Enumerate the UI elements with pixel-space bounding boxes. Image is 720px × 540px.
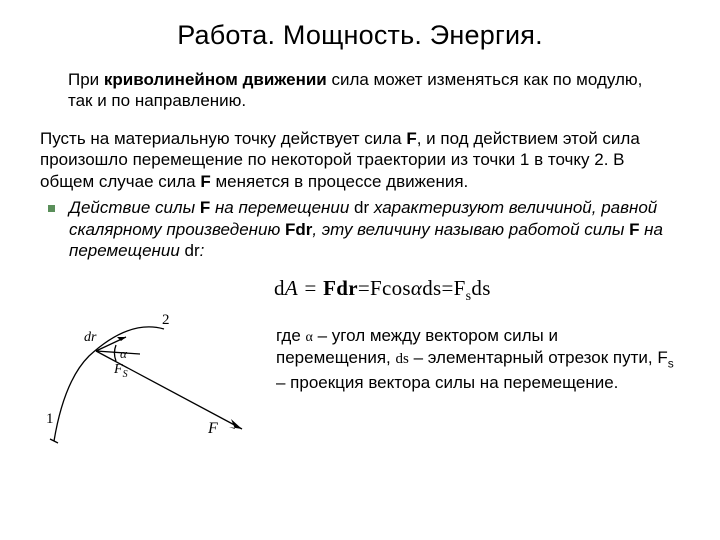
p1-F2: F <box>200 172 210 191</box>
f-d: d <box>274 276 285 300</box>
d-d: – проекция вектора силы на перемещение. <box>276 373 618 392</box>
bp-a: Действие силы <box>69 198 200 217</box>
f-ds1: ds=F <box>422 276 465 300</box>
label-alpha: α <box>120 346 128 361</box>
paragraph-1: Пусть на материальную точку действует си… <box>40 128 680 193</box>
bp-Fdr: Fdr <box>285 220 312 239</box>
bp-dr2: dr <box>185 241 200 260</box>
bp-f: : <box>200 241 205 260</box>
lower-row: 1 2 dr α FS F где α – угол между векторо… <box>40 315 680 451</box>
d-sub: s <box>668 357 674 371</box>
label-F: F <box>207 420 218 437</box>
d-ds: ds <box>396 351 409 367</box>
bullet-item: Действие силы F на перемещении dr характ… <box>40 197 680 262</box>
bp-F2: F <box>629 220 639 239</box>
bp-F1: F <box>200 198 210 217</box>
vector-Fs <box>96 351 140 354</box>
p1-c: меняется в процессе движения. <box>211 172 469 191</box>
f-ds2: ds <box>471 276 490 300</box>
formula: dA = Fdr=Fcosαds=Fsds <box>274 276 680 305</box>
bullet-text: Действие силы F на перемещении dr характ… <box>69 197 680 262</box>
lead-bold: криволинейном движении <box>104 70 327 89</box>
bp-dr1: dr <box>354 198 369 217</box>
f-Fdr: Fdr <box>323 276 358 300</box>
arrowhead-F <box>229 419 242 429</box>
p1-F1: F <box>406 129 416 148</box>
label-1: 1 <box>46 411 54 427</box>
f-alpha: α <box>411 276 422 300</box>
d-a: где <box>276 326 306 345</box>
label-2: 2 <box>162 312 170 328</box>
d-c: – элементарный отрезок пути, F <box>409 348 668 367</box>
description: где α – угол между вектором силы и перем… <box>276 325 676 394</box>
f-eq2: =F <box>358 276 382 300</box>
trajectory <box>54 327 164 441</box>
lead-pre: При <box>68 70 104 89</box>
figure: 1 2 dr α FS F <box>34 311 254 451</box>
f-cos: cos <box>382 276 411 300</box>
bp-d: , эту величину называю работой силы <box>312 220 629 239</box>
label-dr: dr <box>84 330 97 345</box>
f-A: A = <box>285 276 323 300</box>
bp-b: на перемещении <box>210 198 354 217</box>
slide-title: Работа. Мощность. Энергия. <box>40 20 680 51</box>
p1-a: Пусть на материальную точку действует си… <box>40 129 406 148</box>
bullet-icon <box>48 205 55 212</box>
lead-paragraph: При криволинейном движении сила может из… <box>68 69 668 112</box>
label-Fs: FS <box>113 362 128 380</box>
angle-arc <box>114 345 116 361</box>
d-alpha: α <box>306 330 313 345</box>
